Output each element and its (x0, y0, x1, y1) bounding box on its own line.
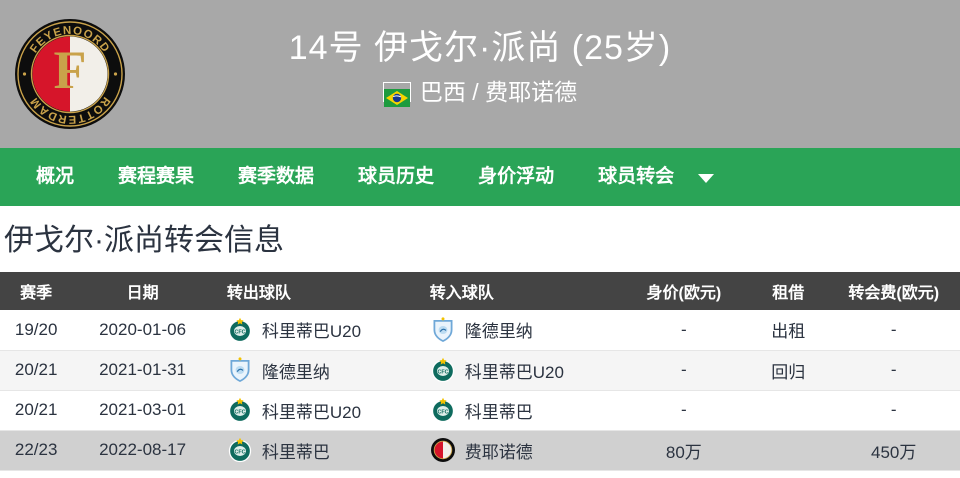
feyenoord-logo-icon (430, 437, 456, 463)
cell-season: 20/21 (0, 390, 73, 431)
coritiba-logo-icon: CFC (227, 437, 253, 463)
cell-from-team-label: 隆德里纳 (261, 362, 330, 382)
cell-to-team-label: 费耶诺德 (464, 442, 533, 462)
cell-to-team[interactable]: 隆德里纳 (415, 310, 619, 351)
nav-item-player-transfers[interactable]: 球员转会 (598, 166, 675, 187)
table-row[interactable]: 20/21 2021-03-01 CFC 科里蒂巴U20 CFC 科里蒂巴 - - (0, 390, 960, 431)
nav-item-overview[interactable]: 概况 (36, 166, 75, 187)
svg-text:CFC: CFC (437, 409, 448, 415)
cell-from-team-label: 科里蒂巴 (261, 442, 330, 462)
nationality-club-label: 巴西 / 费耶诺德 (419, 79, 578, 105)
cell-from-team[interactable]: CFC 科里蒂巴U20 (212, 390, 416, 431)
page-title: 14号 伊戈尔·派尚 (25岁) (288, 29, 672, 67)
svg-text:CFC: CFC (234, 449, 245, 455)
londrina-logo-icon (227, 357, 253, 383)
table-body: 19/20 2020-01-06 CFC 科里蒂巴U20 隆德里纳 - 出租 -20/21 20… (0, 310, 960, 471)
cell-date: 2021-03-01 (72, 390, 213, 431)
cell-date: 2022-08-17 (72, 430, 213, 471)
nav-item-market-value[interactable]: 身价浮动 (478, 166, 555, 187)
coritiba-logo-icon: CFC (227, 317, 253, 343)
table-header: 赛季 日期 转出球队 转入球队 身价(欧元) 租借 转会费(欧元) (0, 272, 960, 310)
cell-from-team[interactable]: CFC 科里蒂巴U20 (212, 310, 416, 351)
column-header-market-value: 身价(欧元) (646, 285, 722, 302)
player-header: F FEYENOORD ROTTERDAM 14号 伊戈尔·派尚 (25岁) (0, 0, 960, 148)
column-header-to-team: 转入球队 (429, 285, 494, 302)
cell-to-team[interactable]: CFC 科里蒂巴 (415, 390, 619, 431)
main-nav: 概况 赛程赛果 赛季数据 球员历史 身价浮动 球员转会 (0, 148, 960, 206)
player-nationality-club: 巴西 / 费耶诺德 (140, 76, 820, 108)
cell-value: 80万 (618, 430, 750, 471)
coritiba-logo-icon: CFC (430, 397, 456, 423)
cell-season: 19/20 (0, 310, 73, 351)
svg-text:CFC: CFC (437, 369, 448, 375)
cell-to-team-label: 科里蒂巴 (464, 402, 533, 422)
svg-text:CFC: CFC (234, 329, 245, 335)
cell-to-team[interactable]: CFC 科里蒂巴U20 (415, 350, 619, 391)
section-title: 伊戈尔·派尚转会信息 (4, 224, 284, 257)
nav-item-fixtures-results[interactable]: 赛程赛果 (118, 166, 195, 187)
column-header-date: 日期 (126, 285, 159, 302)
cell-to-team-label: 科里蒂巴U20 (464, 362, 564, 382)
column-header-season: 赛季 (20, 285, 53, 302)
cell-value: - (618, 310, 750, 351)
cell-date: 2020-01-06 (72, 310, 213, 351)
column-header-loan: 租借 (772, 285, 805, 302)
cell-date: 2021-01-31 (72, 350, 213, 391)
cell-fee: 450万 (827, 430, 960, 471)
cell-season: 20/21 (0, 350, 73, 391)
cell-loan: 回归 (749, 350, 828, 391)
nav-item-player-history[interactable]: 球员历史 (358, 166, 435, 187)
cell-value: - (618, 390, 750, 431)
table-row[interactable]: 19/20 2020-01-06 CFC 科里蒂巴U20 隆德里纳 - 出租 - (0, 310, 960, 351)
column-header-transfer-fee: 转会费(欧元) (848, 285, 940, 302)
cell-loan (749, 390, 828, 431)
cell-fee: - (827, 390, 960, 431)
coritiba-logo-icon: CFC (430, 357, 456, 383)
table-row[interactable]: 20/21 2021-01-31 隆德里纳 CFC 科里蒂巴U20 - 回归 - (0, 350, 960, 391)
cell-value: - (618, 350, 750, 391)
column-header-from-team: 转出球队 (226, 285, 291, 302)
table-row[interactable]: 22/23 2022-08-17 CFC 科里蒂巴 费耶诺德 80万 450万 (0, 430, 960, 471)
londrina-logo-icon (430, 317, 456, 343)
coritiba-logo-icon: CFC (227, 397, 253, 423)
cell-season: 22/23 (0, 430, 73, 471)
cell-fee: - (827, 310, 960, 351)
chevron-down-icon[interactable] (698, 174, 715, 183)
cell-fee: - (827, 350, 960, 391)
nav-item-season-stats[interactable]: 赛季数据 (238, 166, 315, 187)
header-text-block: 14号 伊戈尔·派尚 (25岁) 巴西 / 费耶诺德 (140, 24, 960, 108)
table-header-row: 赛季 日期 转出球队 转入球队 身价(欧元) 租借 转会费(欧元) (0, 272, 960, 310)
cell-loan (749, 430, 828, 471)
cell-from-team-label: 科里蒂巴U20 (261, 402, 362, 422)
svg-text:CFC: CFC (234, 409, 245, 415)
brazil-flag-icon (382, 82, 411, 107)
cell-to-team[interactable]: 费耶诺德 (415, 430, 619, 471)
svg-text:F: F (54, 40, 87, 100)
cell-from-team-label: 科里蒂巴U20 (261, 322, 362, 342)
cell-from-team[interactable]: CFC 科里蒂巴 (212, 430, 416, 471)
cell-loan: 出租 (749, 310, 828, 351)
cell-to-team-label: 隆德里纳 (464, 322, 533, 342)
feyenoord-crest-icon: F FEYENOORD ROTTERDAM (14, 18, 126, 130)
transfer-table: 赛季 日期 转出球队 转入球队 身价(欧元) 租借 转会费(欧元) 19/20 2… (0, 272, 960, 471)
cell-from-team[interactable]: 隆德里纳 (212, 350, 416, 391)
